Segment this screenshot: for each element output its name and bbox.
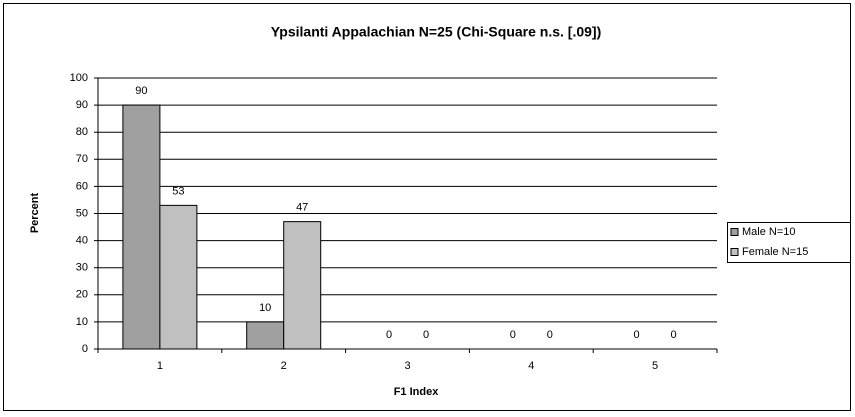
data-label: 0 <box>547 329 553 341</box>
data-label: 47 <box>296 202 308 214</box>
legend-box <box>727 222 851 263</box>
x-tick-label: 2 <box>281 360 287 372</box>
data-label: 90 <box>135 85 147 97</box>
bar <box>122 104 161 350</box>
legend-label: Female N=15 <box>742 246 808 258</box>
y-tick-label: 80 <box>76 126 88 138</box>
legend-swatch <box>730 248 739 256</box>
data-label: 0 <box>423 329 429 341</box>
bar <box>159 204 198 350</box>
chart-title: Ypsilanti Appalachian N=25 (Chi-Square n… <box>271 24 602 40</box>
x-tick-label: 5 <box>652 360 658 372</box>
y-tick-label: 30 <box>76 262 88 274</box>
data-label: 0 <box>510 329 516 341</box>
y-tick-label: 60 <box>76 180 88 192</box>
x-tick-label: 3 <box>404 360 410 372</box>
data-label: 0 <box>386 329 392 341</box>
data-label: 53 <box>172 185 184 197</box>
y-tick-label: 100 <box>70 72 88 84</box>
data-label: 0 <box>671 329 677 341</box>
bar <box>283 221 322 350</box>
x-axis-label: F1 Index <box>394 386 440 398</box>
bar <box>246 321 285 350</box>
y-tick-label: 10 <box>76 316 88 328</box>
x-tick-label: 4 <box>528 360 534 372</box>
x-tick-label: 1 <box>157 360 163 372</box>
y-tick-label: 0 <box>82 343 88 355</box>
data-label: 0 <box>634 329 640 341</box>
y-tick-label: 70 <box>76 153 88 165</box>
y-tick-label: 90 <box>76 99 88 111</box>
legend-label: Male N=10 <box>742 226 796 238</box>
data-label: 10 <box>259 302 271 314</box>
legend-swatch <box>730 228 739 236</box>
y-tick-label: 20 <box>76 289 88 301</box>
y-tick-label: 40 <box>76 235 88 247</box>
y-tick-label: 50 <box>76 207 88 219</box>
y-axis-label: Percent <box>29 192 41 233</box>
